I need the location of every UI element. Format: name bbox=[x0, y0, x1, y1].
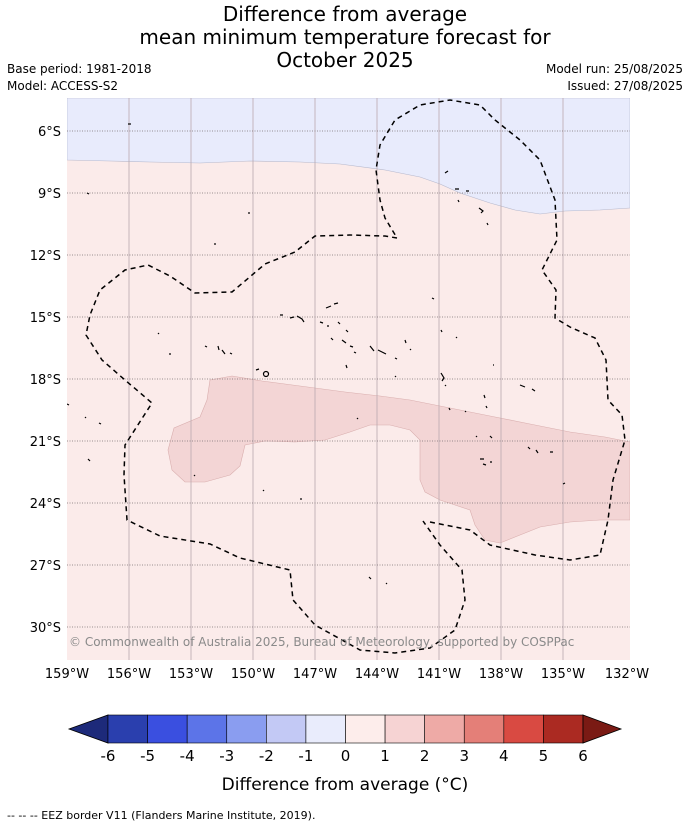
colorbar-segment bbox=[543, 714, 584, 744]
colorbar-segment bbox=[424, 714, 465, 744]
colorbar-tick-label: -4 bbox=[180, 747, 195, 765]
colorbar-segment bbox=[266, 714, 307, 744]
lat-label: 9°S bbox=[38, 187, 61, 202]
lat-label: 27°S bbox=[30, 559, 61, 574]
map-area bbox=[67, 98, 630, 660]
colorbar-label: Difference from average (°C) bbox=[222, 775, 469, 795]
colorbar-tick-label: 5 bbox=[539, 747, 549, 765]
lat-label: 12°S bbox=[30, 249, 61, 264]
colorbar-tick-label: -1 bbox=[298, 747, 313, 765]
islands bbox=[67, 123, 566, 585]
lon-label: 141°W bbox=[417, 667, 461, 682]
colorbar-segment bbox=[503, 714, 544, 744]
colorbar-tick-label: 4 bbox=[499, 747, 509, 765]
colorbar-tick-label: 2 bbox=[420, 747, 430, 765]
lon-label: 144°W bbox=[355, 667, 399, 682]
colorbar-under-arrow bbox=[67, 714, 109, 744]
colorbar-segment bbox=[305, 714, 346, 744]
lon-label: 135°W bbox=[541, 667, 585, 682]
base-period-text: Base period: 1981-2018 bbox=[7, 62, 152, 76]
model-text: Model: ACCESS-S2 bbox=[7, 79, 119, 93]
lon-label: 156°W bbox=[107, 667, 151, 682]
lat-label: 6°S bbox=[38, 125, 61, 140]
lon-label: 138°W bbox=[479, 667, 523, 682]
model-run-text: Model run: 25/08/2025 bbox=[545, 62, 683, 76]
colorbar-tick-label: -2 bbox=[259, 747, 274, 765]
colorbar-tick-label: 1 bbox=[380, 747, 390, 765]
map-title-line-2: mean minimum temperature forecast for bbox=[139, 25, 551, 49]
lon-label: 132°W bbox=[605, 667, 649, 682]
colorbar-tick-label: 6 bbox=[578, 747, 588, 765]
colorbar-over-arrow bbox=[582, 714, 623, 744]
lat-label: 24°S bbox=[30, 497, 61, 512]
lon-label: 159°W bbox=[45, 667, 89, 682]
colorbar-segments bbox=[107, 714, 584, 744]
colorbar-tick-label: 3 bbox=[459, 747, 469, 765]
colorbar-segment bbox=[186, 714, 228, 744]
colorbar-tick-label: -3 bbox=[219, 747, 234, 765]
longitude-labels: 159°W 156°W 153°W 150°W 147°W 144°W 141°… bbox=[45, 667, 649, 682]
colorbar-segment bbox=[147, 714, 188, 744]
issued-text: Issued: 27/08/2025 bbox=[567, 79, 683, 93]
anomaly-zone-1-to-2 bbox=[167, 375, 630, 544]
eez-border-west bbox=[85, 234, 466, 654]
lat-label: 30°S bbox=[30, 621, 61, 636]
colorbar-tick-label: -6 bbox=[101, 747, 116, 765]
colorbar-tick-labels: -6 -5 -4 -3 -2 -1 0 1 2 3 4 5 6 bbox=[101, 747, 588, 765]
colorbar-segment bbox=[463, 714, 505, 744]
lat-label: 15°S bbox=[30, 311, 61, 326]
eez-border-east bbox=[375, 99, 626, 561]
lat-label: 18°S bbox=[30, 373, 61, 388]
colorbar-segment bbox=[345, 714, 386, 744]
eez-border-note: -- -- -- EEZ border V11 (Flanders Marine… bbox=[7, 809, 316, 822]
lat-label: 21°S bbox=[30, 435, 61, 450]
colorbar-segment bbox=[107, 714, 148, 744]
copyright-text: © Commonwealth of Australia 2025, Bureau… bbox=[69, 635, 574, 649]
map-title-line-3: October 2025 bbox=[276, 48, 414, 72]
lon-label: 153°W bbox=[169, 667, 213, 682]
colorbar-segment bbox=[384, 714, 425, 744]
colorbar-segment bbox=[226, 714, 267, 744]
lon-label: 150°W bbox=[231, 667, 275, 682]
colorbar-tick-label: 0 bbox=[341, 747, 351, 765]
lon-label: 147°W bbox=[293, 667, 337, 682]
latitude-labels: 6°S 9°S 12°S 15°S 18°S 21°S 24°S 27°S 30… bbox=[30, 125, 61, 636]
anomaly-zone-minus1-to-0 bbox=[67, 98, 630, 215]
colorbar-tick-label: -5 bbox=[140, 747, 155, 765]
colorbar: -6 -5 -4 -3 -2 -1 0 1 2 3 4 5 6 Difference from aver… bbox=[67, 714, 623, 795]
map-title-line-1: Difference from average bbox=[222, 2, 468, 26]
